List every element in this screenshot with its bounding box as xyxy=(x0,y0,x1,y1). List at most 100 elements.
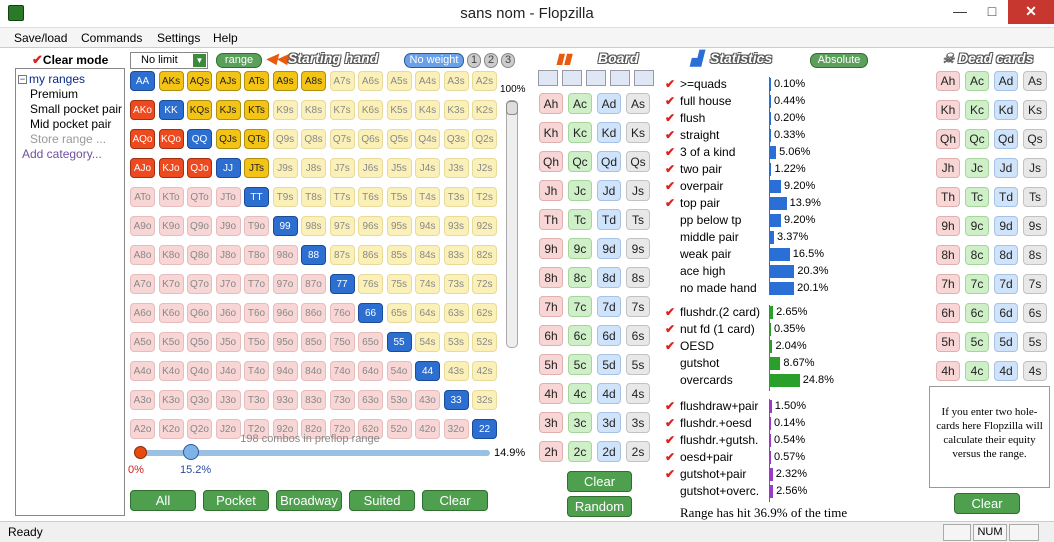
hand-cell-QJs[interactable]: QJs xyxy=(215,129,241,149)
board-card-Jd[interactable]: Jd xyxy=(597,180,621,201)
hand-cell-K6o[interactable]: K6o xyxy=(158,303,184,323)
hand-cell-J8o[interactable]: J8o xyxy=(215,245,241,265)
hand-cell-74s[interactable]: 74s xyxy=(415,274,440,294)
board-card-Kc[interactable]: Kc xyxy=(568,122,592,143)
hand-cell-62s[interactable]: 62s xyxy=(472,303,497,323)
hand-cell-A7s[interactable]: A7s xyxy=(329,71,355,91)
dead-card-6c[interactable]: 6c xyxy=(965,303,989,323)
hand-cell-JTs[interactable]: JTs xyxy=(244,158,269,178)
hand-cell-43o[interactable]: 43o xyxy=(415,390,440,410)
hand-cell-KJs[interactable]: KJs xyxy=(215,100,241,120)
hand-cell-AKs[interactable]: AKs xyxy=(158,71,184,91)
check-icon[interactable]: ✔ xyxy=(665,162,676,176)
hand-cell-KTs[interactable]: KTs xyxy=(244,100,269,120)
hand-cell-T2o[interactable]: T2o xyxy=(244,419,269,439)
hand-cell-K5s[interactable]: K5s xyxy=(386,100,412,120)
hand-cell-97o[interactable]: 97o xyxy=(272,274,298,294)
dead-card-9s[interactable]: 9s xyxy=(1023,216,1047,236)
check-icon[interactable]: ✔ xyxy=(665,322,676,336)
dead-cards-clear-button[interactable]: Clear xyxy=(954,493,1020,514)
board-card-2s[interactable]: 2s xyxy=(626,441,650,462)
check-icon[interactable]: ✔ xyxy=(665,179,676,193)
hand-cell-62o[interactable]: 62o xyxy=(358,419,383,439)
hand-cell-Q5o[interactable]: Q5o xyxy=(187,332,212,352)
hand-cell-76o[interactable]: 76o xyxy=(329,303,355,323)
hand-cell-K8o[interactable]: K8o xyxy=(158,245,184,265)
menu-settings[interactable]: Settings xyxy=(157,31,201,45)
dead-card-5s[interactable]: 5s xyxy=(1023,332,1047,352)
hand-cell-K9o[interactable]: K9o xyxy=(158,216,184,236)
board-card-7c[interactable]: 7c xyxy=(568,296,592,317)
hand-cell-43s[interactable]: 43s xyxy=(443,361,469,381)
hand-cell-94o[interactable]: 94o xyxy=(272,361,298,381)
limit-select[interactable]: No limit ▼ xyxy=(130,52,208,69)
board-card-4c[interactable]: 4c xyxy=(568,383,592,404)
hand-cell-93o[interactable]: 93o xyxy=(272,390,298,410)
hand-cell-T9s[interactable]: T9s xyxy=(272,187,298,207)
dead-card-4d[interactable]: 4d xyxy=(994,361,1018,381)
check-icon[interactable]: ✔ xyxy=(665,433,676,447)
board-card-4s[interactable]: 4s xyxy=(626,383,650,404)
check-icon[interactable]: ✔ xyxy=(665,416,676,430)
dead-card-Qs[interactable]: Qs xyxy=(1023,129,1047,149)
board-card-Ts[interactable]: Ts xyxy=(626,209,650,230)
dead-card-Jc[interactable]: Jc xyxy=(965,158,989,178)
hand-cell-JJ[interactable]: JJ xyxy=(215,158,241,178)
board-card-5h[interactable]: 5h xyxy=(539,354,563,375)
hand-cell-73o[interactable]: 73o xyxy=(329,390,355,410)
pocket-button[interactable]: Pocket xyxy=(203,490,269,511)
hand-cell-T2s[interactable]: T2s xyxy=(472,187,497,207)
check-icon[interactable]: ✔ xyxy=(665,94,676,108)
hand-cell-K7s[interactable]: K7s xyxy=(329,100,355,120)
hand-cell-KTo[interactable]: KTo xyxy=(158,187,184,207)
dead-card-Js[interactable]: Js xyxy=(1023,158,1047,178)
hand-cell-A5s[interactable]: A5s xyxy=(386,71,412,91)
board-card-8h[interactable]: 8h xyxy=(539,267,563,288)
clear-mode-toggle[interactable]: ✔Clear mode xyxy=(32,52,109,67)
close-button[interactable]: ✕ xyxy=(1008,0,1054,24)
hand-cell-K2s[interactable]: K2s xyxy=(472,100,497,120)
dead-card-5c[interactable]: 5c xyxy=(965,332,989,352)
tree-add-category[interactable]: Add category... xyxy=(22,147,102,161)
tree-item-small-pocket-pair[interactable]: Small pocket pair xyxy=(30,102,123,116)
hand-cell-Q2o[interactable]: Q2o xyxy=(187,419,212,439)
board-card-7d[interactable]: 7d xyxy=(597,296,621,317)
hand-cell-A9o[interactable]: A9o xyxy=(130,216,155,236)
hand-cell-66[interactable]: 66 xyxy=(358,303,383,323)
hand-cell-32s[interactable]: 32s xyxy=(472,390,497,410)
hand-cell-K5o[interactable]: K5o xyxy=(158,332,184,352)
hand-cell-77[interactable]: 77 xyxy=(329,274,355,294)
hand-cell-96o[interactable]: 96o xyxy=(272,303,298,323)
board-card-Kh[interactable]: Kh xyxy=(539,122,563,143)
hand-cell-Q6o[interactable]: Q6o xyxy=(187,303,212,323)
minimize-button[interactable]: — xyxy=(953,3,967,19)
board-card-9s[interactable]: 9s xyxy=(626,238,650,259)
hand-cell-64o[interactable]: 64o xyxy=(358,361,383,381)
hand-cell-K8s[interactable]: K8s xyxy=(301,100,326,120)
board-card-6d[interactable]: 6d xyxy=(597,325,621,346)
dead-card-4c[interactable]: 4c xyxy=(965,361,989,381)
hand-cell-J4s[interactable]: J4s xyxy=(415,158,440,178)
board-slot-3[interactable] xyxy=(586,70,606,86)
hand-cell-83o[interactable]: 83o xyxy=(301,390,326,410)
board-card-Qh[interactable]: Qh xyxy=(539,151,563,172)
hand-cell-J2o[interactable]: J2o xyxy=(215,419,241,439)
tree-item-premium[interactable]: Premium xyxy=(30,87,79,101)
hand-cell-98s[interactable]: 98s xyxy=(301,216,326,236)
check-icon[interactable]: ✔ xyxy=(665,399,676,413)
board-random-button[interactable]: Random xyxy=(567,496,632,517)
hand-cell-65o[interactable]: 65o xyxy=(358,332,383,352)
board-card-6c[interactable]: 6c xyxy=(568,325,592,346)
hand-cell-64s[interactable]: 64s xyxy=(415,303,440,323)
range-button[interactable]: range xyxy=(216,53,262,68)
hand-cell-95o[interactable]: 95o xyxy=(272,332,298,352)
tree-root-my-ranges[interactable]: − my ranges xyxy=(18,72,86,86)
board-card-9d[interactable]: 9d xyxy=(597,238,621,259)
board-card-8s[interactable]: 8s xyxy=(626,267,650,288)
board-card-9c[interactable]: 9c xyxy=(568,238,592,259)
board-card-3s[interactable]: 3s xyxy=(626,412,650,433)
board-card-6s[interactable]: 6s xyxy=(626,325,650,346)
board-card-Qs[interactable]: Qs xyxy=(626,151,650,172)
hand-cell-A5o[interactable]: A5o xyxy=(130,332,155,352)
hand-cell-87o[interactable]: 87o xyxy=(301,274,326,294)
